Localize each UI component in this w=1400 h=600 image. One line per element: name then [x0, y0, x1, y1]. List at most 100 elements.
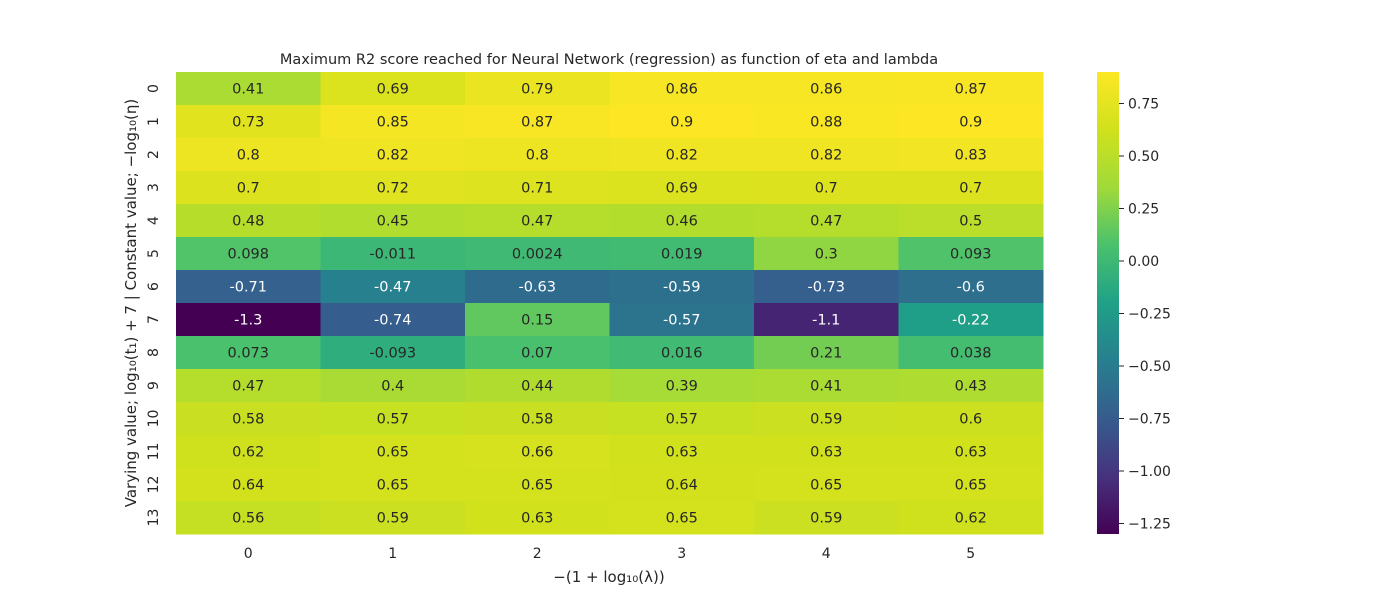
cell-value-label: 0.44 — [521, 379, 553, 395]
cell-value-label: 0.66 — [521, 445, 553, 461]
cell-value-label: -0.63 — [518, 280, 556, 296]
cell-value-label: 0.56 — [232, 511, 264, 527]
heatmap-cell — [320, 501, 466, 535]
cell-value-label: 0.8 — [526, 148, 549, 164]
y-tick-label: 1 — [146, 117, 162, 126]
heatmap-cell — [320, 138, 466, 172]
heatmap-cell — [754, 105, 899, 139]
cell-value-label: -0.093 — [369, 346, 416, 362]
heatmap-cell — [754, 402, 899, 436]
heatmap-cell — [320, 237, 466, 271]
cell-value-label: 0.073 — [227, 346, 269, 362]
cell-value-label: 0.43 — [955, 379, 987, 395]
heatmap-cell — [465, 105, 610, 139]
heatmap-cell — [898, 204, 1044, 238]
cell-value-label: 0.6 — [959, 412, 982, 428]
cell-value-label: 0.62 — [955, 511, 987, 527]
heatmap-cell — [609, 435, 755, 469]
cell-value-label: 0.57 — [377, 412, 409, 428]
cell-value-label: 0.098 — [227, 247, 269, 263]
heatmap-cell — [754, 171, 899, 205]
heatmap-cell — [609, 171, 755, 205]
cell-value-label: 0.62 — [232, 445, 264, 461]
heatmap-cell — [898, 369, 1044, 403]
cell-value-label: -0.6 — [957, 280, 985, 296]
heatmap-cell — [609, 204, 755, 238]
heatmap-cell — [465, 204, 610, 238]
cell-value-label: 0.65 — [666, 511, 698, 527]
heatmap-cell — [754, 303, 899, 337]
cell-value-label: 0.65 — [955, 478, 987, 494]
cell-value-label: 0.64 — [666, 478, 698, 494]
heatmap-cell — [609, 72, 755, 106]
cell-value-label: -1.1 — [812, 313, 840, 329]
cell-value-label: -0.57 — [663, 313, 701, 329]
heatmap-cells: 0.41 0.69 0.79 0.86 0.86 0.87 0.73 0.85 0.87 0.9 0… — [176, 72, 1044, 535]
y-tick-label: 7 — [146, 315, 162, 324]
cell-value-label: 0.9 — [959, 115, 982, 131]
x-tick-label: 2 — [533, 546, 542, 562]
heatmap-cell — [754, 237, 899, 271]
cell-value-label: 0.64 — [232, 478, 264, 494]
heatmap-cell — [320, 468, 466, 502]
heatmap-cell — [465, 402, 610, 436]
cell-value-label: 0.8 — [237, 148, 260, 164]
cell-value-label: 0.85 — [377, 115, 409, 131]
cell-value-label: 0.59 — [810, 511, 842, 527]
heatmap-cell — [609, 336, 755, 370]
heatmap-cell — [465, 336, 610, 370]
heatmap-cell — [465, 270, 610, 304]
heatmap-cell — [609, 303, 755, 337]
y-tick-label: 10 — [146, 410, 162, 428]
cell-value-label: 0.3 — [815, 247, 838, 263]
chart-title: Maximum R2 score reached for Neural Netw… — [280, 52, 938, 68]
cell-value-label: 0.59 — [810, 412, 842, 428]
colorbar — [1097, 72, 1119, 534]
cell-value-label: -0.73 — [807, 280, 845, 296]
x-axis-label: −(1 + log₁₀(λ)) — [553, 568, 664, 586]
heatmap-cell — [176, 336, 321, 370]
cell-value-label: 0.63 — [955, 445, 987, 461]
heatmap-cell — [898, 270, 1044, 304]
heatmap-cell — [465, 303, 610, 337]
heatmap-cell — [609, 270, 755, 304]
cell-value-label: 0.86 — [666, 82, 698, 98]
heatmap-cell — [176, 237, 321, 271]
heatmap-cell — [320, 171, 466, 205]
x-tick-label: 0 — [244, 546, 253, 562]
heatmap-cell — [465, 435, 610, 469]
heatmap-cell — [176, 105, 321, 139]
heatmap-cell — [465, 138, 610, 172]
heatmap-cell — [898, 402, 1044, 436]
y-tick-label: 11 — [146, 443, 162, 461]
heatmap-cell — [320, 204, 466, 238]
heatmap-cell — [754, 336, 899, 370]
cell-value-label: 0.65 — [810, 478, 842, 494]
cell-value-label: -0.74 — [374, 313, 412, 329]
heatmap-cell — [176, 435, 321, 469]
cell-value-label: 0.48 — [232, 214, 264, 230]
cell-value-label: 0.0024 — [512, 247, 563, 263]
cell-value-label: -0.71 — [229, 280, 267, 296]
heatmap-cell — [609, 501, 755, 535]
colorbar-tick-label: −0.75 — [1128, 412, 1171, 428]
heatmap-cell — [320, 72, 466, 106]
y-tick-label: 6 — [146, 282, 162, 291]
cell-value-label: -1.3 — [234, 313, 262, 329]
cell-value-label: 0.4 — [381, 379, 404, 395]
heatmap-cell — [609, 237, 755, 271]
heatmap-cell — [465, 171, 610, 205]
cell-value-label: 0.093 — [950, 247, 992, 263]
heatmap-cell — [176, 270, 321, 304]
cell-value-label: 0.41 — [232, 82, 264, 98]
cell-value-label: 0.47 — [232, 379, 264, 395]
heatmap-cell — [176, 138, 321, 172]
cell-value-label: 0.65 — [521, 478, 553, 494]
heatmap-cell — [898, 435, 1044, 469]
heatmap-cell — [609, 402, 755, 436]
cell-value-label: 0.038 — [950, 346, 992, 362]
heatmap-cell — [465, 468, 610, 502]
heatmap-cell — [898, 105, 1044, 139]
cell-value-label: 0.41 — [810, 379, 842, 395]
heatmap-cell — [898, 72, 1044, 106]
